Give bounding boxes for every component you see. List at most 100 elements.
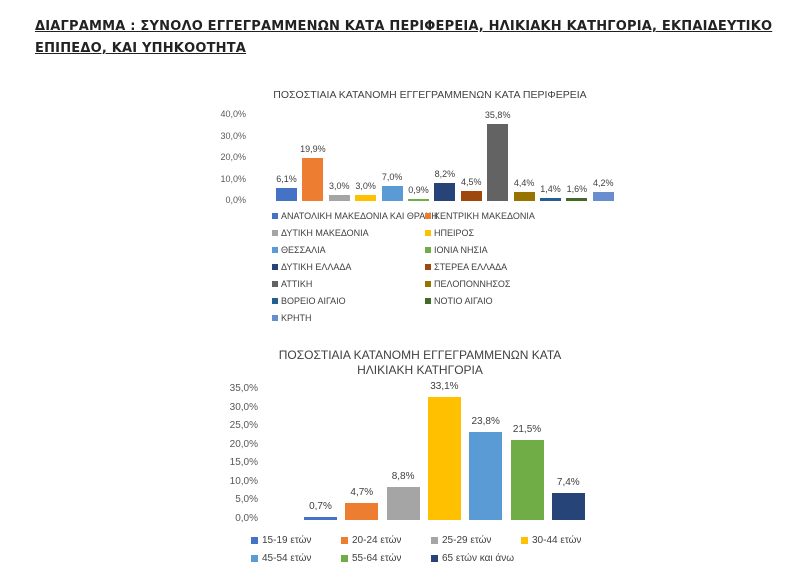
legend-label: ΒΟΡΕΙΟ ΑΙΓΑΙΟ [281, 296, 346, 306]
legend-label: 30-44 ετών [532, 535, 582, 546]
legend-item: ΔΥΤΙΚΗ ΕΛΛΑΔΑ [272, 262, 351, 272]
legend-swatch [425, 298, 431, 304]
y-axis-tick: 0,0% [235, 513, 258, 524]
data-label: 23,8% [471, 415, 500, 427]
legend-label: ΚΕΝΤΡΙΚΗ ΜΑΚΕΔΟΝΙΑ [434, 211, 535, 221]
age-chart-title-line-1: ΠΟΣΟΣΤΙΑΙΑ ΚΑΤΑΝΟΜΗ ΕΓΓΕΓΡΑΜΜΕΝΩΝ ΚΑΤΑ [278, 348, 562, 362]
page-heading: ΔΙΑΓΡΑΜΜΑ : ΣΥΝΟΛΟ ΕΓΓΕΓΡΑΜΜΕΝΩΝ ΚΑΤΑ ΠΕ… [35, 16, 785, 60]
legend-swatch [272, 213, 278, 219]
bar [566, 197, 588, 201]
legend-label: 15-19 ετών [262, 535, 312, 546]
data-label: 35,8% [484, 110, 511, 121]
legend-item: ΙΟΝΙΑ ΝΗΣΙΑ [425, 245, 488, 255]
legend-item: ΝΟΤΙΟ ΑΙΓΑΙΟ [425, 296, 493, 306]
legend-label: 45-54 ετών [262, 553, 312, 564]
y-axis-tick: 20,0% [220, 152, 246, 162]
bar [302, 158, 324, 201]
data-label: 4,7% [350, 486, 374, 498]
y-axis-tick: 35,0% [229, 383, 258, 394]
legend-swatch [341, 555, 348, 562]
legend-item: ΔΥΤΙΚΗ ΜΑΚΕΔΟΝΙΑ [272, 228, 369, 238]
bar [469, 431, 503, 520]
y-axis-tick: 5,0% [235, 494, 258, 506]
data-label: 21,5% [512, 424, 542, 436]
legend-swatch [431, 555, 438, 562]
legend-swatch [341, 537, 348, 544]
legend-swatch [425, 213, 431, 219]
legend-swatch [272, 298, 278, 304]
data-label: 1,4% [540, 183, 561, 194]
legend-item: ΠΕΛΟΠΟΝΝΗΣΟΣ [425, 279, 510, 289]
legend-swatch [425, 281, 431, 287]
bar [355, 194, 377, 201]
legend-label: ΣΤΕΡΕΑ ΕΛΛΑΔΑ [434, 262, 508, 272]
legend-item: ΒΟΡΕΙΟ ΑΙΓΑΙΟ [272, 296, 346, 306]
bar [276, 187, 297, 201]
legend-swatch [272, 230, 278, 236]
legend-item: ΑΤΤΙΚΗ [272, 279, 312, 289]
bar [510, 440, 544, 520]
data-label: 3,0% [329, 180, 350, 191]
y-axis-tick: 0,0% [225, 195, 246, 205]
legend-swatch [521, 537, 528, 544]
data-label: 4,2% [593, 177, 614, 188]
legend-label: 65 ετών και άνω [442, 553, 515, 564]
data-label: 1,6% [566, 183, 588, 194]
legend-item: 25-29 ετών [431, 535, 491, 546]
legend-label: ΠΕΛΟΠΟΝΝΗΣΟΣ [434, 279, 511, 289]
data-label: 19,9% [300, 144, 326, 155]
heading-line-1: ΔΙΑΓΡΑΜΜΑ : ΣΥΝΟΛΟ ΕΓΓΕΓΡΑΜΜΕΝΩΝ ΚΑΤΑ ΠΕ… [35, 19, 773, 34]
data-label: 8,8% [391, 471, 415, 483]
legend-label: ΔΥΤΙΚΗ ΜΑΚΕΔΟΝΙΑ [281, 228, 369, 238]
legend-swatch [425, 247, 431, 253]
age-chart-title-line-2: ΗΛΙΚΙΑΚΗ ΚΑΤΗΓΟΡΙΑ [357, 363, 483, 377]
data-label: 0,9% [408, 185, 429, 195]
legend-item: 20-24 ετών [341, 535, 401, 546]
legend-label: ΑΝΑΤΟΛΙΚΗ ΜΑΚΕΔΟΝΙΑ ΚΑΙ ΘΡΑΚΗ [281, 211, 438, 221]
data-label: 33,1% [430, 381, 459, 393]
legend-item: 30-44 ετών [521, 535, 581, 546]
legend-swatch [431, 537, 438, 544]
bar [487, 124, 509, 201]
heading-line-2: ΕΠΙΠΕΔΟ, ΚΑΙ ΥΠΗΚΟΟΤΗΤΑ [35, 41, 247, 56]
legend-label: ΝΟΤΙΟ ΑΙΓΑΙΟ [434, 296, 493, 306]
legend-label: 25-29 ετών [442, 535, 492, 546]
legend-item: 55-64 ετών [341, 553, 401, 564]
y-axis-tick: 10,0% [220, 173, 246, 184]
data-label: 6,1% [276, 173, 297, 184]
age-chart-title: ΠΟΣΟΣΤΙΑΙΑ ΚΑΤΑΝΟΜΗ ΕΓΓΕΓΡΑΜΜΕΝΩΝ ΚΑΤΑ Η… [220, 348, 620, 378]
legend-item: ΚΡΗΤΗ [272, 313, 312, 323]
y-axis-tick: 10,0% [229, 475, 258, 487]
legend-swatch [251, 537, 258, 544]
legend-swatch [425, 264, 431, 270]
bar [328, 194, 350, 201]
bar [513, 191, 535, 201]
legend-label: ΗΠΕΙΡΟΣ [434, 228, 475, 238]
bar [460, 191, 482, 201]
bar [304, 517, 337, 520]
bar [434, 183, 456, 201]
legend-item: ΘΕΣΣΑΛΙΑ [272, 245, 326, 255]
data-label: 7,0% [381, 171, 403, 182]
legend-item: 15-19 ετών [251, 535, 311, 546]
y-axis-tick: 30,0% [220, 130, 246, 141]
y-axis-tick: 15,0% [229, 457, 258, 469]
data-label: 4,5% [461, 177, 482, 188]
legend-swatch [272, 281, 278, 287]
legend-label: ΚΡΗΤΗ [281, 313, 312, 323]
y-axis-tick: 25,0% [229, 420, 258, 432]
region-chart-title: ΠΟΣΟΣΤΙΑΙΑ ΚΑΤΑΝΟΜΗ ΕΓΓΕΓΡΑΜΜΕΝΩΝ ΚΑΤΑ Π… [273, 89, 587, 101]
data-label: 3,0% [355, 180, 376, 191]
bar [386, 487, 420, 520]
bar [427, 397, 461, 520]
legend-item: 45-54 ετών [251, 553, 311, 564]
legend-item: ΑΝΑΤΟΛΙΚΗ ΜΑΚΕΔΟΝΙΑ ΚΑΙ ΘΡΑΚΗ [272, 211, 438, 221]
bar [345, 502, 379, 520]
bar [381, 185, 403, 201]
legend-label: ΔΥΤΙΚΗ ΕΛΛΑΔΑ [281, 262, 352, 272]
legend-label: ΙΟΝΙΑ ΝΗΣΙΑ [434, 245, 488, 255]
bar [592, 191, 614, 201]
data-label: 0,7% [309, 501, 332, 513]
legend-item: ΗΠΕΙΡΟΣ [425, 228, 474, 238]
legend-label: 55-64 ετών [352, 553, 402, 564]
